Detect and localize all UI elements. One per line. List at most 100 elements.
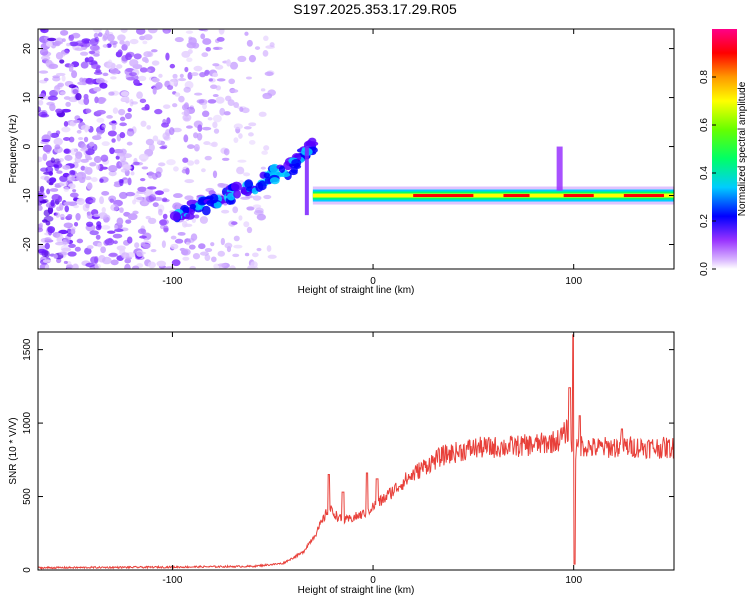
- noise-speckle: [229, 89, 239, 93]
- noise-speckle: [70, 148, 78, 156]
- noise-speckle: [38, 70, 49, 74]
- noise-speckle: [202, 29, 209, 32]
- noise-speckle: [44, 264, 50, 269]
- band-blob: [209, 193, 219, 204]
- y-tick-label: 0: [22, 143, 33, 149]
- noise-speckle: [64, 154, 73, 161]
- noise-speckle: [221, 157, 230, 161]
- noise-speckle: [71, 70, 78, 79]
- noise-speckle: [93, 155, 102, 163]
- noise-speckle: [127, 107, 132, 113]
- noise-speckle: [194, 92, 203, 96]
- noise-speckle: [88, 141, 95, 147]
- noise-speckle: [79, 51, 89, 56]
- noise-speckle: [106, 115, 113, 119]
- noise-speckle: [156, 139, 161, 145]
- noise-speckle: [55, 72, 66, 76]
- noise-speckle: [61, 126, 71, 133]
- noise-speckle: [252, 252, 259, 258]
- noise-speckle: [158, 162, 166, 167]
- noise-speckle: [136, 91, 143, 99]
- noise-speckle: [127, 177, 132, 186]
- noise-speckle: [212, 121, 218, 129]
- noise-speckle: [182, 256, 190, 261]
- noise-speckle: [152, 202, 159, 208]
- y-tick-label: -20: [22, 237, 33, 252]
- noise-speckle: [92, 135, 102, 141]
- noise-speckle: [109, 40, 118, 45]
- noise-speckle: [138, 153, 149, 161]
- noise-speckle: [146, 125, 152, 130]
- noise-speckle: [124, 40, 131, 47]
- x-tick-label: 0: [370, 575, 376, 586]
- noise-speckle: [92, 29, 102, 33]
- noise-speckle: [131, 101, 138, 105]
- noise-speckle: [94, 96, 99, 104]
- noise-speckle: [188, 244, 196, 250]
- noise-speckle: [172, 127, 182, 133]
- noise-speckle: [116, 217, 124, 226]
- noise-speckle: [223, 111, 231, 116]
- noise-speckle: [179, 73, 184, 79]
- noise-speckle: [46, 130, 52, 139]
- noise-speckle: [53, 164, 59, 168]
- y-tick-label: -10: [22, 188, 33, 203]
- spectrogram-y-label: Frequency (Hz): [8, 115, 19, 184]
- band-blob: [244, 179, 254, 189]
- y-tick-label: 1000: [22, 412, 33, 435]
- noise-speckle: [184, 195, 194, 201]
- noise-speckle: [139, 177, 146, 182]
- noise-speckle: [155, 190, 164, 196]
- noise-speckle: [199, 251, 210, 256]
- noise-speckle: [44, 176, 50, 181]
- noise-speckle: [155, 82, 163, 90]
- noise-speckle: [104, 238, 115, 246]
- noise-speckle: [38, 106, 41, 113]
- noise-speckle: [201, 110, 210, 118]
- noise-speckle: [76, 238, 84, 244]
- noise-speckle: [110, 259, 119, 266]
- noise-speckle: [155, 171, 162, 178]
- noise-speckle: [124, 263, 131, 269]
- noise-speckle: [108, 170, 117, 177]
- noise-speckle: [266, 245, 272, 252]
- noise-speckle: [66, 42, 71, 47]
- noise-speckle: [211, 141, 218, 148]
- noise-speckle: [119, 207, 124, 213]
- noise-speckle: [67, 251, 77, 257]
- noise-speckle: [216, 37, 225, 42]
- noise-speckle: [239, 106, 244, 112]
- noise-speckle: [172, 103, 178, 108]
- noise-speckle: [120, 96, 130, 102]
- noise-speckle: [254, 46, 261, 50]
- noise-speckle: [60, 91, 66, 95]
- y-tick-label: 500: [22, 488, 33, 505]
- noise-speckle: [96, 126, 106, 134]
- noise-speckle: [64, 205, 70, 213]
- noise-speckle: [246, 39, 253, 47]
- noise-speckle: [114, 228, 124, 233]
- noise-speckle: [91, 177, 98, 182]
- noise-speckle: [186, 42, 196, 49]
- noise-speckle: [117, 34, 126, 42]
- noise-speckle: [174, 238, 184, 244]
- noise-speckle: [184, 179, 195, 184]
- noise-speckle: [233, 235, 240, 242]
- noise-speckle: [89, 230, 99, 236]
- noise-speckle: [112, 107, 119, 114]
- noise-speckle: [196, 132, 203, 141]
- noise-speckle: [151, 77, 160, 83]
- noise-speckle: [111, 123, 116, 131]
- noise-speckle: [74, 47, 84, 51]
- noise-speckle: [201, 168, 206, 173]
- noise-speckle: [95, 109, 106, 115]
- noise-speckle: [68, 84, 77, 89]
- noise-speckle: [76, 197, 85, 206]
- noise-speckle: [189, 265, 196, 269]
- noise-speckle: [77, 81, 87, 86]
- noise-speckle: [94, 255, 99, 264]
- noise-speckle: [38, 111, 48, 118]
- band-blob: [201, 205, 211, 216]
- flat-band-peak: [563, 194, 594, 198]
